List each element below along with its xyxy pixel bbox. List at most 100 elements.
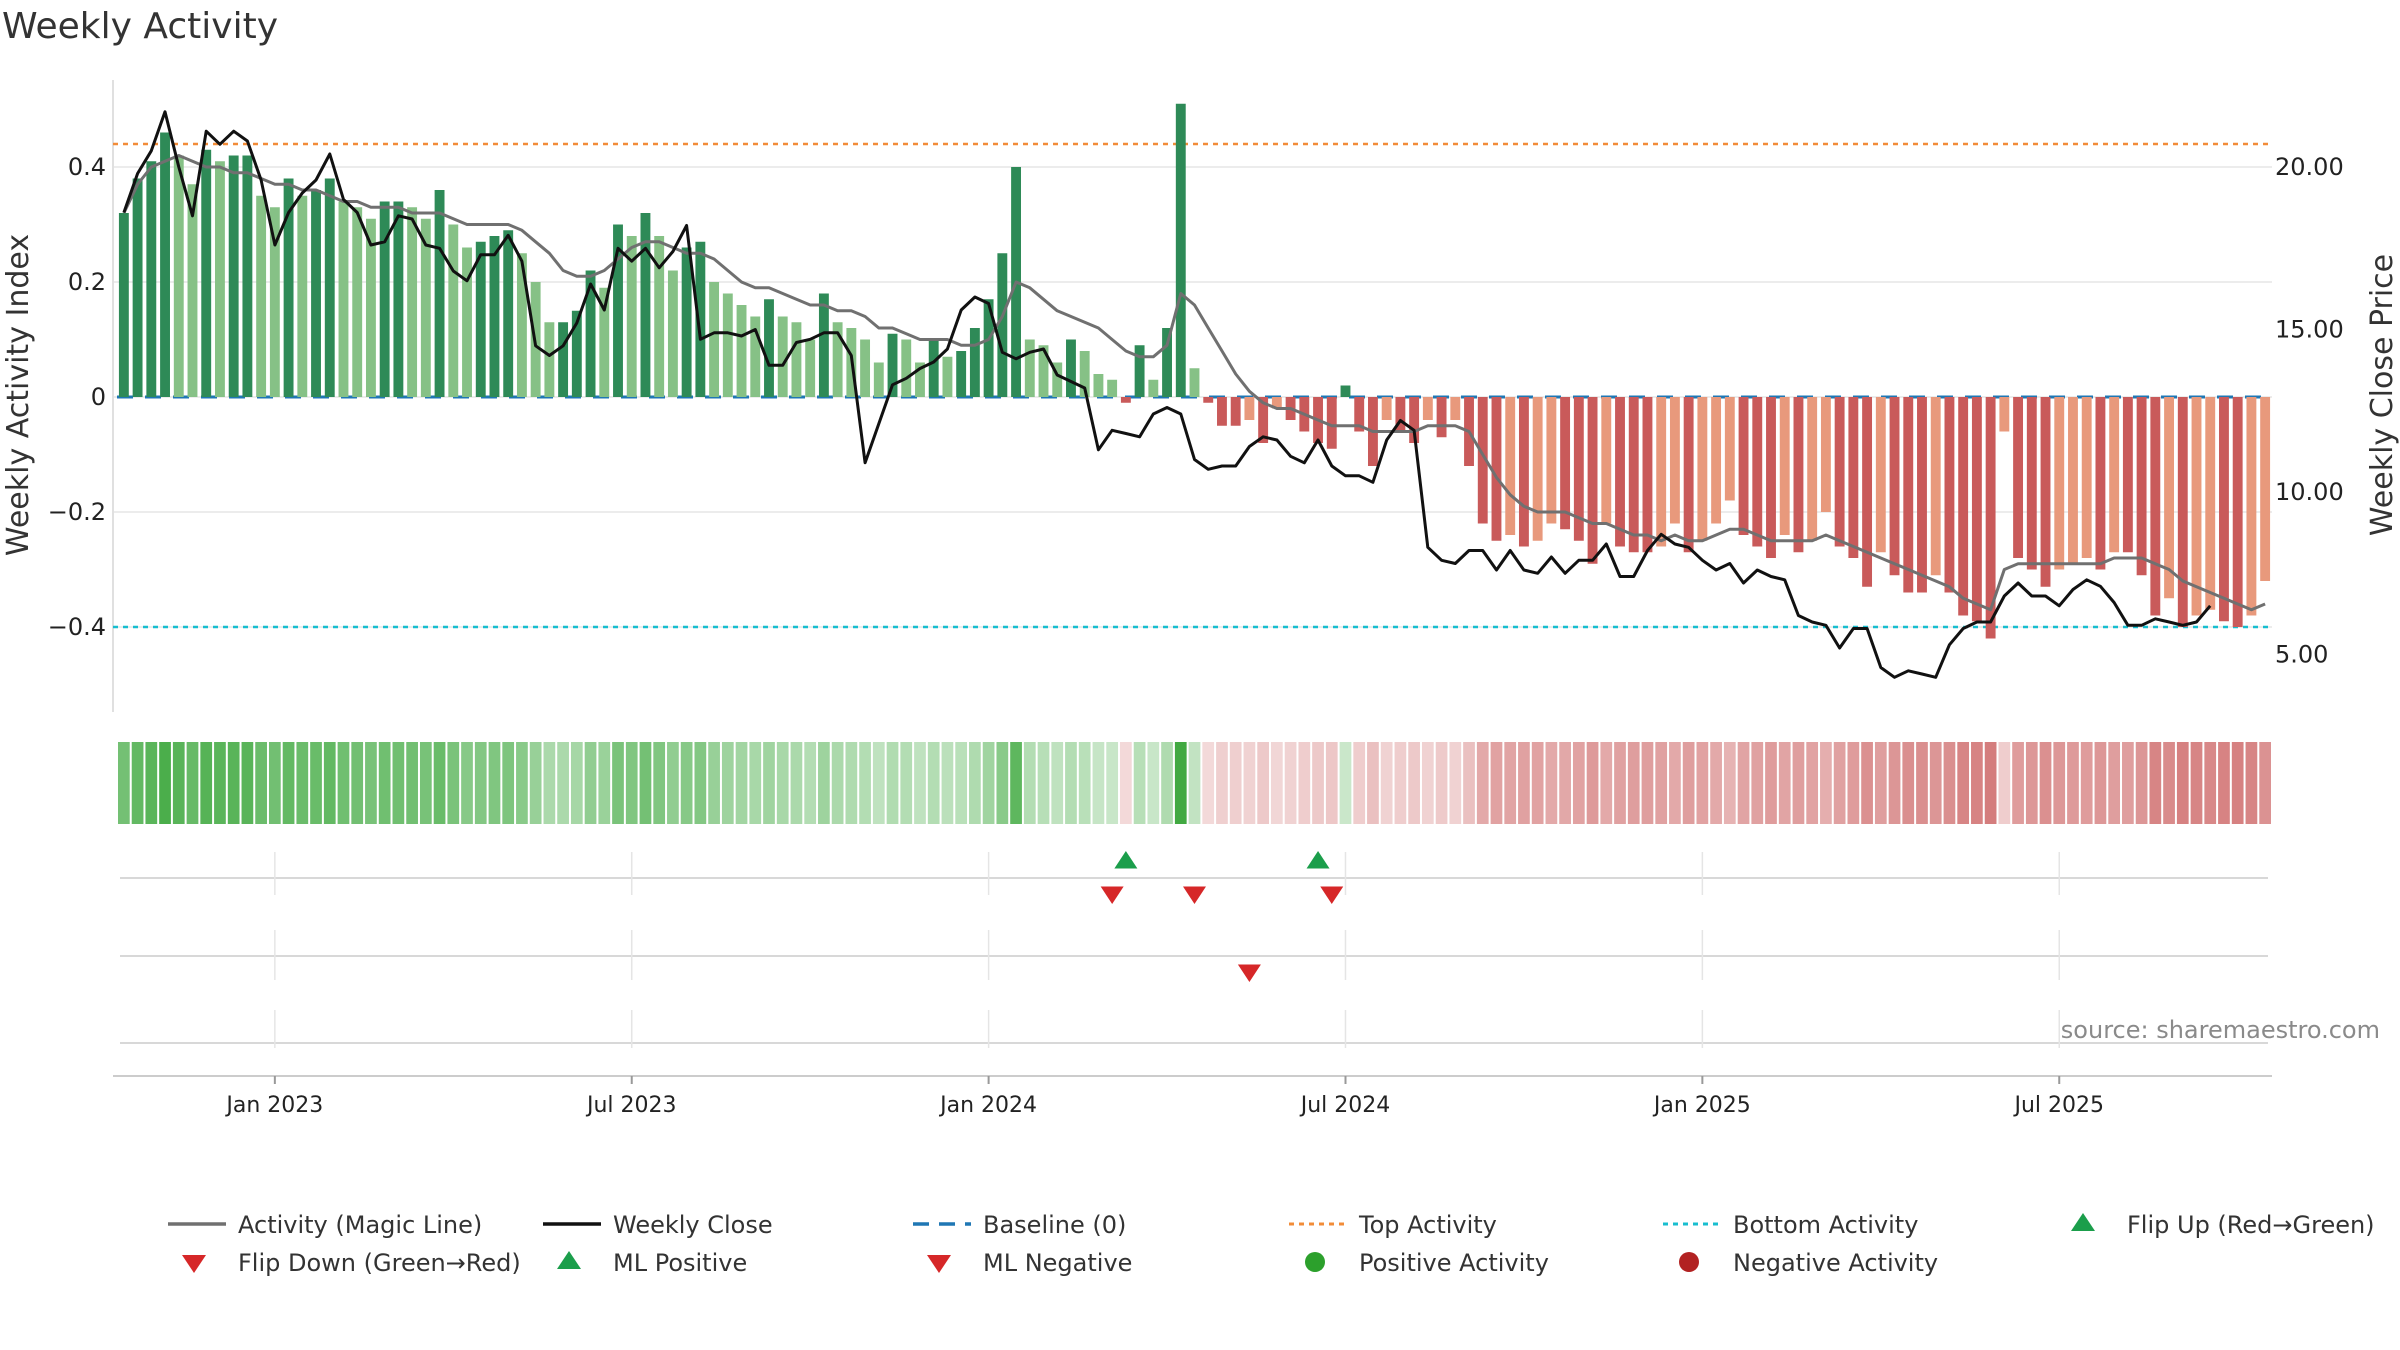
activity-bar <box>1820 397 1831 512</box>
activity-bar <box>1203 397 1214 403</box>
heat-cell <box>776 742 789 824</box>
activity-bar <box>571 310 582 397</box>
activity-bar <box>448 224 459 397</box>
right-axis-label: Weekly Close Price <box>2365 254 2400 536</box>
activity-bar <box>1669 397 1680 524</box>
heat-cell <box>1174 742 1187 824</box>
right-tick-label: 20.00 <box>2275 153 2344 181</box>
activity-bar <box>832 322 843 397</box>
heat-cell <box>1696 742 1709 824</box>
activity-bar <box>352 207 363 397</box>
activity-bar <box>558 322 569 397</box>
activity-bar <box>407 207 418 397</box>
legend-item-flipup: Flip Up (Red→Green) <box>2071 1211 2375 1239</box>
activity-bar <box>297 195 308 397</box>
activity-heat-strip <box>118 742 2271 824</box>
legend-item-flipdown: Flip Down (Green→Red) <box>182 1249 521 1277</box>
activity-bar <box>1711 397 1722 524</box>
activity-bar <box>2026 397 2037 570</box>
heat-cell <box>1929 742 1942 824</box>
heat-cell <box>1147 742 1160 824</box>
left-tick-label: 0 <box>91 383 106 411</box>
activity-bar <box>2122 397 2133 553</box>
right-tick-label: 15.00 <box>2275 316 2344 344</box>
heat-cell <box>2067 742 2079 824</box>
heat-cell <box>1202 742 1215 824</box>
heat-cell <box>1504 742 1517 824</box>
heat-cell <box>2218 742 2230 824</box>
activity-bar <box>516 253 527 397</box>
activity-bar <box>1052 362 1063 397</box>
activity-bar <box>1505 397 1516 535</box>
activity-bar <box>1175 103 1186 397</box>
heat-cell <box>1367 742 1379 824</box>
activity-bar <box>1642 397 1653 553</box>
activity-bar <box>1766 397 1776 558</box>
heat-cell <box>1380 742 1393 824</box>
activity-bar <box>393 201 404 397</box>
activity-bar <box>764 299 774 397</box>
activity-bar <box>1093 374 1104 397</box>
legend-label: Flip Down (Green→Red) <box>238 1249 521 1277</box>
heat-cell <box>474 742 487 824</box>
heat-cell <box>1106 742 1119 824</box>
legend-label: Baseline (0) <box>983 1211 1126 1239</box>
heat-cell <box>145 742 158 824</box>
activity-bar <box>1615 397 1625 547</box>
activity-bar <box>1752 397 1763 547</box>
heat-cell <box>1051 742 1064 824</box>
activity-bar <box>201 149 212 397</box>
heat-cell <box>227 742 240 824</box>
heat-cell <box>1188 742 1201 824</box>
heat-cell <box>2259 742 2271 824</box>
heat-cell <box>1394 742 1407 824</box>
heat-cell <box>255 742 267 824</box>
heat-cell <box>927 742 940 824</box>
activity-bar <box>1340 385 1351 397</box>
heat-cell <box>1723 742 1736 824</box>
heat-cell <box>1353 742 1366 824</box>
heat-cell <box>2012 742 2024 824</box>
activity-bar <box>544 322 555 397</box>
heat-cell <box>2122 742 2134 824</box>
heat-cell <box>2231 742 2244 824</box>
activity-bar <box>1807 397 1818 541</box>
heat-cell <box>1765 742 1777 824</box>
activity-bar <box>1601 397 1612 524</box>
heat-cell <box>1298 742 1311 824</box>
left-tick-label: 0.4 <box>68 153 106 181</box>
activity-bar <box>599 287 610 397</box>
activity-bar <box>901 339 912 397</box>
activity-bar <box>2260 397 2271 581</box>
magic-line <box>122 154 2266 612</box>
heat-cell <box>598 742 611 824</box>
activity-bar <box>969 328 980 397</box>
activity-bar <box>187 184 198 397</box>
legend-label: Weekly Close <box>613 1211 773 1239</box>
heat-cell <box>1902 742 1915 824</box>
activity-bar <box>379 201 390 397</box>
activity-bar <box>2109 397 2120 553</box>
heat-cell <box>2149 742 2162 824</box>
activity-bar <box>1518 397 1529 547</box>
activity-bar <box>805 339 816 397</box>
heat-cell <box>1463 742 1475 824</box>
x-axis: Jan 2023 Jul 2023 Jan 2024 Jul 2024 Jan 2025… <box>113 1075 2272 1118</box>
activity-bar <box>1683 397 1694 553</box>
activity-bar <box>654 236 665 397</box>
left-axis-ticks: 0.4 0.2 0 −0.2 −0.4 <box>48 153 106 641</box>
activity-bar <box>489 236 500 397</box>
heat-cell <box>488 742 501 824</box>
chart-title: Weekly Activity <box>2 6 278 47</box>
heat-cell <box>337 742 350 824</box>
activity-bar <box>1656 397 1667 547</box>
activity-bar <box>1038 345 1049 397</box>
heat-cell <box>1806 742 1819 824</box>
heat-cell <box>639 742 652 824</box>
activity-bar <box>1107 379 1118 397</box>
activity-bar <box>1066 339 1076 397</box>
heat-cell <box>735 742 748 824</box>
legend-label: Top Activity <box>1358 1211 1497 1239</box>
activity-bar <box>434 190 445 397</box>
legend-swatch <box>1305 1252 1325 1272</box>
